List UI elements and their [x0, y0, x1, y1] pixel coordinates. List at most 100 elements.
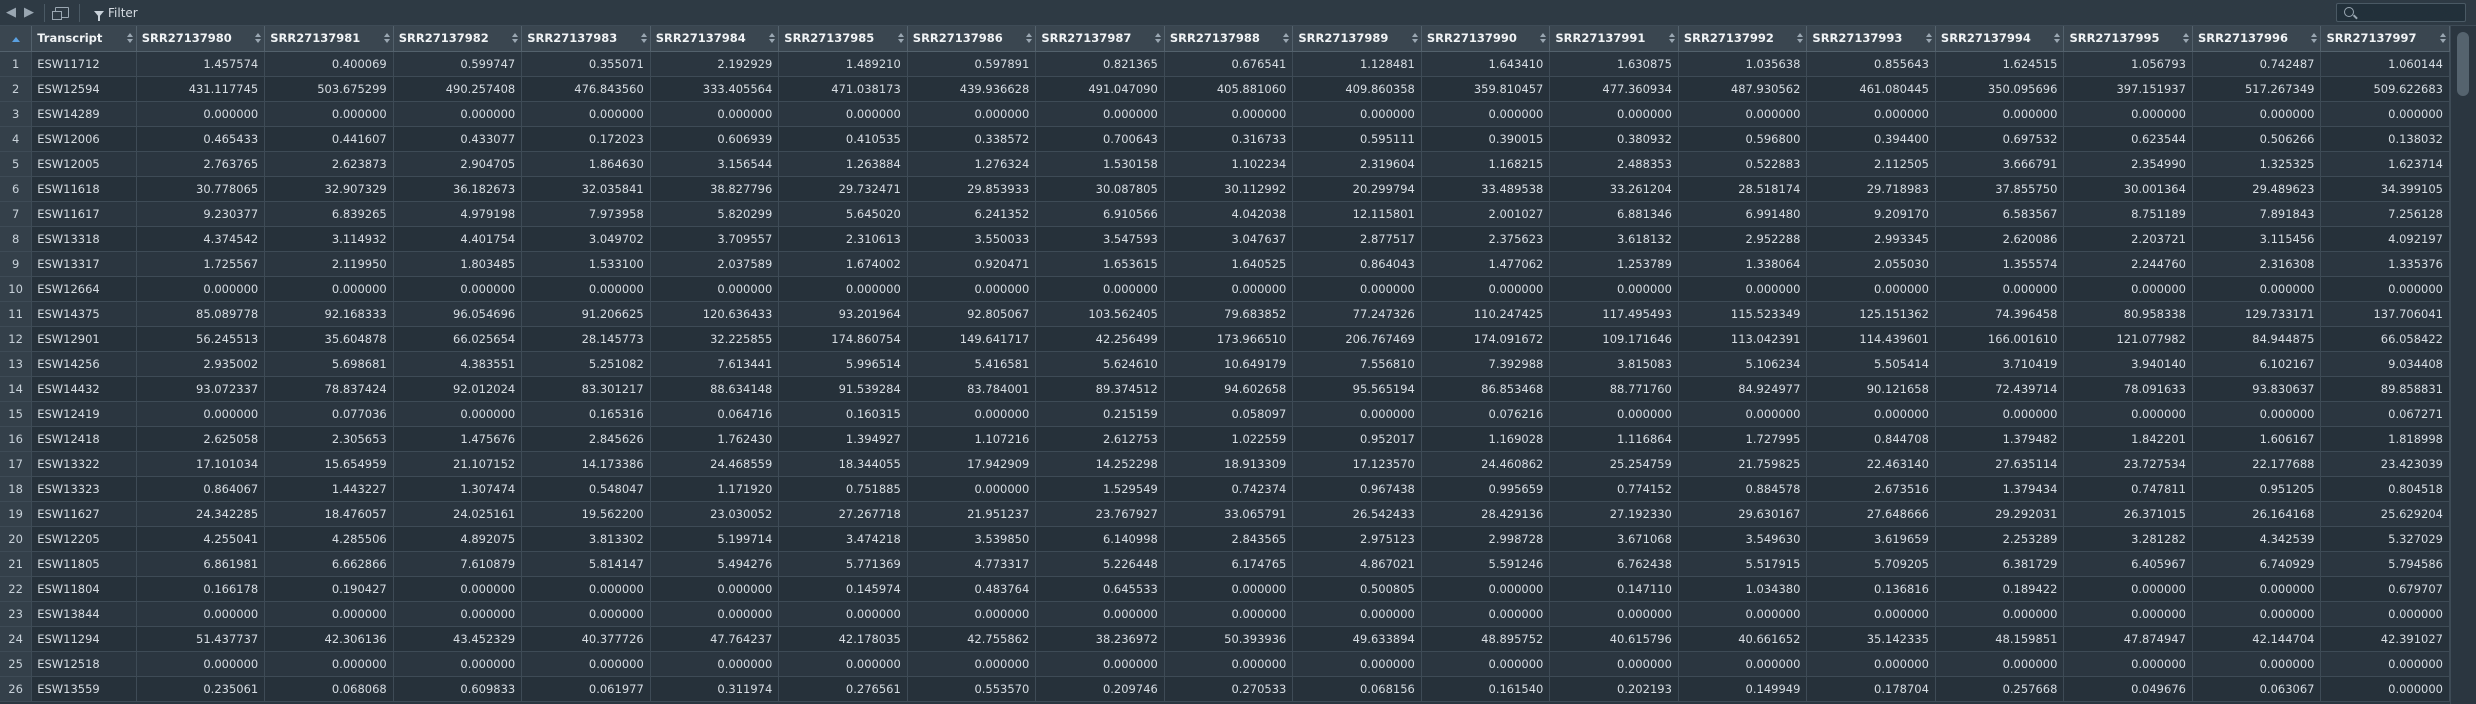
table-row[interactable]: 21 ESW11805 6.861981 6.662866 7.610879 5.8141…	[0, 551, 2450, 577]
row-number-header[interactable]	[0, 26, 33, 52]
value-cell: 74.396458	[1935, 301, 2065, 327]
value-cell: 0.000000	[264, 651, 394, 677]
table-row[interactable]: 1 ESW11712 1.457574 0.400069 0.599747 0.35507…	[0, 51, 2450, 77]
search-input[interactable]	[2336, 3, 2466, 22]
table-row[interactable]: 2 ESW12594 431.117745 503.675299 490.257408 4…	[0, 76, 2450, 102]
table-row[interactable]: 23 ESW13844 0.000000 0.000000 0.000000 0.0000…	[0, 601, 2450, 627]
value-cell: 23.727534	[2063, 451, 2193, 477]
value-cell: 1.643410	[1421, 51, 1551, 77]
value-cell: 36.182673	[393, 176, 523, 202]
value-cell: 3.281282	[2063, 526, 2193, 552]
table-row[interactable]: 20 ESW12205 4.255041 4.285506 4.892075 3.8133…	[0, 526, 2450, 552]
value-cell: 1.379434	[1935, 476, 2065, 502]
value-cell: 0.000000	[1421, 651, 1551, 677]
popout-window-icon[interactable]	[51, 3, 73, 23]
table-row[interactable]: 18 ESW13323 0.864067 1.443227 1.307474 0.5480…	[0, 476, 2450, 502]
column-header[interactable]: SRR27137987	[1035, 26, 1165, 52]
value-cell: 5.226448	[1035, 551, 1165, 577]
column-header[interactable]: SRR27137985	[778, 26, 908, 52]
column-header[interactable]: SRR27137996	[2192, 26, 2322, 52]
value-cell: 2.001027	[1421, 201, 1551, 227]
table-row[interactable]: 9 ESW13317 1.725567 2.119950 1.803485 1.53310…	[0, 251, 2450, 277]
column-header[interactable]: SRR27137990	[1421, 26, 1551, 52]
column-header-transcript[interactable]: Transcript	[31, 26, 137, 52]
table-row[interactable]: 12 ESW12901 56.245513 35.604878 66.025654 28.…	[0, 326, 2450, 352]
value-cell: 2.993345	[1806, 226, 1936, 252]
table-row[interactable]: 13 ESW14256 2.935002 5.698681 4.383551 5.2510…	[0, 351, 2450, 377]
column-header[interactable]: SRR27137988	[1164, 26, 1294, 52]
sort-up-icon	[11, 37, 20, 43]
row-number: 10	[0, 276, 33, 302]
table-row[interactable]: 26 ESW13559 0.235061 0.068068 0.609833 0.0619…	[0, 676, 2450, 702]
filter-button[interactable]: Filter	[94, 6, 138, 21]
value-cell: 0.064716	[650, 401, 780, 427]
transcript-cell: ESW14432	[31, 376, 137, 402]
value-cell: 0.000000	[1292, 401, 1422, 427]
column-header[interactable]: SRR27137980	[136, 26, 266, 52]
value-cell: 5.199714	[650, 526, 780, 552]
value-cell: 72.439714	[1935, 376, 2065, 402]
value-cell: 5.645020	[778, 201, 908, 227]
column-header[interactable]: SRR27137997	[2320, 26, 2450, 52]
table-row[interactable]: 7 ESW11617 9.230377 6.839265 4.979198 7.97395…	[0, 201, 2450, 227]
value-cell: 32.907329	[264, 176, 394, 202]
value-cell: 7.973958	[521, 201, 651, 227]
value-cell: 3.940140	[2063, 351, 2193, 377]
value-cell: 2.488353	[1549, 151, 1679, 177]
column-header[interactable]: SRR27137986	[907, 26, 1037, 52]
arrow-left-icon[interactable]: ◀	[6, 5, 16, 20]
value-cell: 9.034408	[2320, 351, 2450, 377]
value-cell: 0.000000	[2192, 401, 2322, 427]
table-row[interactable]: 16 ESW12418 2.625058 2.305653 1.475676 2.8456…	[0, 426, 2450, 452]
value-cell: 5.494276	[650, 551, 780, 577]
column-header[interactable]: SRR27137989	[1292, 26, 1422, 52]
transcript-cell: ESW13559	[31, 676, 137, 702]
table-row[interactable]: 14 ESW14432 93.072337 78.837424 92.012024 83.…	[0, 376, 2450, 402]
value-cell: 3.156544	[650, 151, 780, 177]
value-cell: 1.818998	[2320, 426, 2450, 452]
value-cell: 0.000000	[136, 651, 266, 677]
table-row[interactable]: 10 ESW12664 0.000000 0.000000 0.000000 0.0000…	[0, 276, 2450, 302]
vertical-scrollbar[interactable]	[2450, 26, 2476, 704]
value-cell: 3.666791	[1935, 151, 2065, 177]
value-cell: 1.533100	[521, 251, 651, 277]
column-header[interactable]: SRR27137992	[1678, 26, 1808, 52]
column-header[interactable]: SRR27137994	[1935, 26, 2065, 52]
value-cell: 92.012024	[393, 376, 523, 402]
table-row[interactable]: 4 ESW12006 0.465433 0.441607 0.433077 0.17202…	[0, 126, 2450, 152]
column-header[interactable]: SRR27137983	[521, 26, 651, 52]
column-header[interactable]: SRR27137993	[1806, 26, 1936, 52]
column-header[interactable]: SRR27137981	[264, 26, 394, 52]
value-cell: 2.192929	[650, 51, 780, 77]
value-cell: 0.774152	[1549, 476, 1679, 502]
scrollbar-thumb[interactable]	[2457, 32, 2469, 96]
table-row[interactable]: 11 ESW14375 85.089778 92.168333 96.054696 91.…	[0, 301, 2450, 327]
value-cell: 42.178035	[778, 626, 908, 652]
value-cell: 0.000000	[778, 276, 908, 302]
value-cell: 32.035841	[521, 176, 651, 202]
column-header[interactable]: SRR27137982	[393, 26, 523, 52]
value-cell: 1.022559	[1164, 426, 1294, 452]
table-row[interactable]: 6 ESW11618 30.778065 32.907329 36.182673 32.0…	[0, 176, 2450, 202]
column-header-label: SRR27137990	[1426, 31, 1517, 46]
column-header[interactable]: SRR27137984	[650, 26, 780, 52]
table-row[interactable]: 24 ESW11294 51.437737 42.306136 43.452329 40.…	[0, 626, 2450, 652]
table-row[interactable]: 25 ESW12518 0.000000 0.000000 0.000000 0.0000…	[0, 651, 2450, 677]
table-row[interactable]: 19 ESW11627 24.342285 18.476057 24.025161 19.…	[0, 501, 2450, 527]
value-cell: 47.874947	[2063, 626, 2193, 652]
table-row[interactable]: 15 ESW12419 0.000000 0.077036 0.000000 0.1653…	[0, 401, 2450, 427]
value-cell: 40.615796	[1549, 626, 1679, 652]
table-row[interactable]: 5 ESW12005 2.763765 2.623873 2.904705 1.86463…	[0, 151, 2450, 177]
value-cell: 0.000000	[2192, 651, 2322, 677]
value-cell: 20.299794	[1292, 176, 1422, 202]
column-header[interactable]: SRR27137991	[1549, 26, 1679, 52]
table-row[interactable]: 17 ESW13322 17.101034 15.654959 21.107152 14.…	[0, 451, 2450, 477]
value-cell: 109.171646	[1549, 326, 1679, 352]
column-header[interactable]: SRR27137995	[2063, 26, 2193, 52]
value-cell: 0.864067	[136, 476, 266, 502]
table-row[interactable]: 8 ESW13318 4.374542 3.114932 4.401754 3.04970…	[0, 226, 2450, 252]
value-cell: 0.855643	[1806, 51, 1936, 77]
table-row[interactable]: 3 ESW14289 0.000000 0.000000 0.000000 0.00000…	[0, 101, 2450, 127]
table-row[interactable]: 22 ESW11804 0.166178 0.190427 0.000000 0.0000…	[0, 576, 2450, 602]
arrow-right-icon[interactable]: ▶	[24, 5, 34, 20]
